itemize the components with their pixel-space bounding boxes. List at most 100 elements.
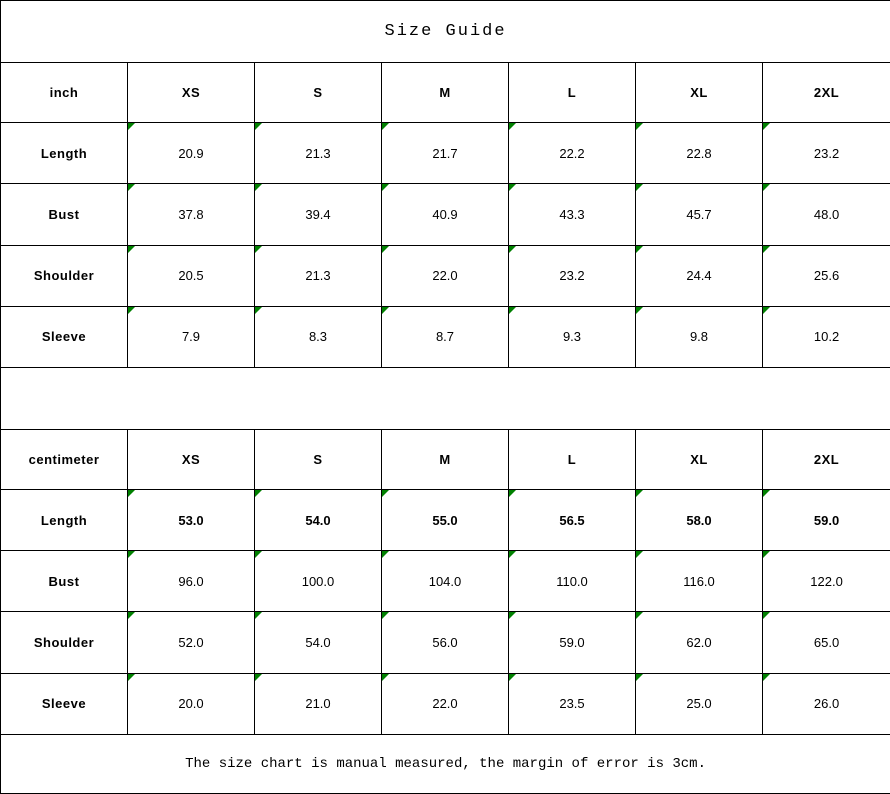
size-value: 52.0 — [178, 635, 204, 650]
comment-triangle-icon — [509, 246, 516, 253]
inch-length-m: 21.7 — [381, 122, 509, 185]
size-value: 45.7 — [686, 207, 712, 222]
cm-bust-2xl: 122.0 — [761, 550, 890, 613]
row-label-bust: Bust — [0, 550, 128, 613]
cm-sleeve-s: 21.0 — [254, 672, 382, 735]
size-value: 104.0 — [428, 573, 462, 589]
size-value: 26.0 — [813, 696, 840, 712]
comment-triangle-icon — [255, 246, 262, 253]
inch-length-2xl: 23.2 — [761, 122, 890, 185]
cm-bust-s: 100.0 — [254, 550, 382, 613]
cm-bust-xs: 96.0 — [127, 550, 255, 613]
size-value: 10.2 — [813, 329, 840, 345]
comment-triangle-icon — [128, 307, 135, 314]
comment-triangle-icon — [763, 307, 770, 314]
size-value: 122.0 — [810, 573, 843, 589]
comment-triangle-icon — [128, 612, 135, 620]
comment-triangle-icon — [509, 612, 516, 620]
comment-triangle-icon — [763, 490, 770, 498]
page-title: Size Guide — [0, 0, 890, 64]
size-value: 55.0 — [432, 512, 458, 528]
size-header-2xl: 2XL — [761, 62, 890, 124]
cm-length-xs: 53.0 — [127, 489, 255, 552]
unit-header-inch: inch — [0, 62, 128, 124]
comment-triangle-icon — [636, 612, 643, 620]
comment-triangle-icon — [382, 490, 389, 498]
cm-bust-xl: 116.0 — [635, 550, 763, 613]
cm-sleeve-m: 22.0 — [381, 672, 509, 735]
size-value: 56.0 — [432, 635, 458, 650]
size-value: 48.0 — [813, 207, 840, 222]
cm-shoulder-xs: 52.0 — [127, 611, 255, 674]
inch-shoulder-m: 22.0 — [381, 244, 509, 307]
cm-shoulder-s: 54.0 — [254, 611, 382, 674]
cm-length-2xl: 59.0 — [761, 489, 890, 552]
inch-sleeve-m: 8.7 — [381, 305, 509, 368]
comment-triangle-icon — [636, 246, 643, 253]
comment-triangle-icon — [382, 184, 389, 192]
size-value: 8.3 — [308, 329, 328, 345]
comment-triangle-icon — [382, 674, 389, 681]
size-header-l: L — [508, 62, 636, 124]
size-value: 56.5 — [559, 512, 585, 528]
size-value: 23.2 — [559, 268, 585, 284]
inch-shoulder-s: 21.3 — [254, 244, 382, 307]
size-value: 21.3 — [305, 145, 331, 161]
unit-header-centimeter: centimeter — [0, 429, 128, 491]
size-header-l: L — [508, 429, 636, 491]
size-value: 62.0 — [686, 635, 712, 650]
comment-triangle-icon — [509, 674, 516, 681]
size-value: 43.3 — [559, 207, 585, 222]
comment-triangle-icon — [763, 612, 770, 620]
size-value: 9.8 — [689, 329, 709, 345]
size-value: 22.0 — [432, 268, 458, 284]
size-value: 22.2 — [559, 145, 585, 161]
size-value: 20.9 — [178, 145, 204, 161]
inch-shoulder-l: 23.2 — [508, 244, 636, 307]
size-value: 96.0 — [178, 573, 204, 589]
size-value: 53.0 — [178, 512, 204, 528]
comment-triangle-icon — [128, 246, 135, 253]
size-value: 37.8 — [178, 207, 204, 222]
size-value: 21.3 — [305, 268, 331, 284]
inch-bust-m: 40.9 — [381, 183, 509, 246]
size-value: 54.0 — [305, 635, 331, 650]
comment-triangle-icon — [636, 551, 643, 559]
row-label-length: Length — [0, 489, 128, 552]
size-value: 20.5 — [178, 268, 204, 284]
comment-triangle-icon — [255, 184, 262, 192]
size-header-2xl: 2XL — [761, 429, 890, 491]
row-label-bust: Bust — [0, 183, 128, 246]
size-value: 9.3 — [562, 329, 582, 345]
size-header-s: S — [254, 429, 382, 491]
comment-triangle-icon — [636, 307, 643, 314]
size-value: 7.9 — [181, 329, 201, 345]
comment-triangle-icon — [382, 551, 389, 559]
comment-triangle-icon — [763, 551, 770, 559]
size-header-m: M — [381, 62, 509, 124]
comment-triangle-icon — [128, 490, 135, 498]
comment-triangle-icon — [128, 123, 135, 131]
inch-length-xs: 20.9 — [127, 122, 255, 185]
cm-sleeve-l: 23.5 — [508, 672, 636, 735]
size-value: 22.8 — [686, 145, 712, 161]
cm-shoulder-xl: 62.0 — [635, 611, 763, 674]
cm-shoulder-m: 56.0 — [381, 611, 509, 674]
cm-bust-l: 110.0 — [508, 550, 636, 613]
comment-triangle-icon — [382, 246, 389, 253]
size-value: 25.0 — [686, 696, 712, 712]
size-header-s: S — [254, 62, 382, 124]
size-value: 23.2 — [813, 145, 840, 161]
inch-bust-xs: 37.8 — [127, 183, 255, 246]
size-value: 21.0 — [305, 696, 331, 712]
inch-sleeve-xs: 7.9 — [127, 305, 255, 368]
cm-sleeve-xs: 20.0 — [127, 672, 255, 735]
cm-sleeve-xl: 25.0 — [635, 672, 763, 735]
inch-shoulder-2xl: 25.6 — [761, 244, 890, 307]
comment-triangle-icon — [128, 551, 135, 559]
cm-shoulder-2xl: 65.0 — [761, 611, 890, 674]
comment-triangle-icon — [509, 307, 516, 314]
size-value: 22.0 — [432, 696, 458, 712]
size-value: 59.0 — [813, 512, 840, 528]
